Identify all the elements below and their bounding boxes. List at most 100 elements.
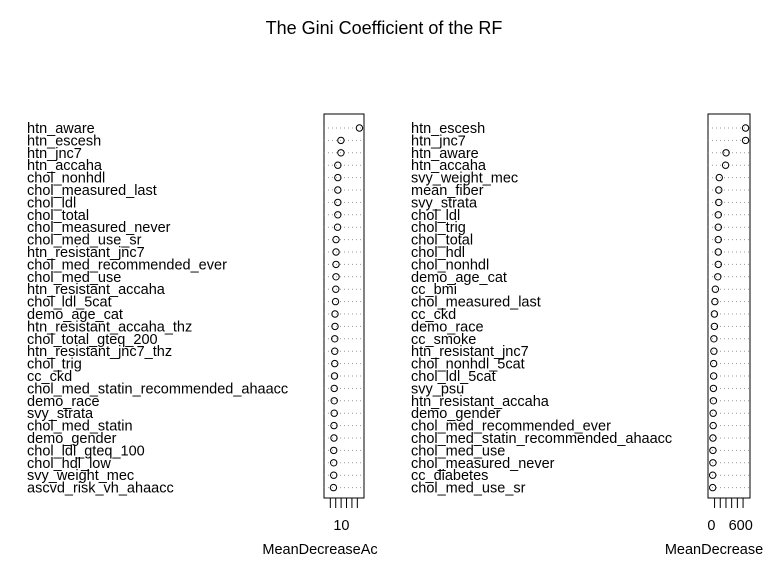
data-point (329, 483, 338, 492)
category-label: htn_resistant_jnc7 (27, 245, 145, 261)
data-point (332, 248, 340, 256)
data-point (714, 223, 722, 231)
data-point (331, 310, 339, 318)
data-point (714, 273, 722, 281)
data-point (715, 186, 723, 194)
category-label: chol_med_use_sr (27, 233, 142, 249)
data-point (709, 459, 717, 467)
data-point (714, 235, 722, 244)
category-label: demo_race (411, 319, 484, 335)
category-label: chol_med_recommended_ever (411, 419, 611, 435)
x-axis-label: MeanDecreaseAc (262, 542, 377, 558)
category-label: chol_measured_last (411, 295, 541, 311)
category-label: svy_weight_mec (411, 171, 518, 187)
chart-title: The Gini Coefficient of the RF (266, 18, 503, 38)
category-label: htn_resistant_jnc7_thz (27, 344, 172, 360)
category-label: chol_nonhdl (27, 171, 105, 187)
data-point (709, 384, 718, 393)
data-point (710, 335, 718, 343)
data-point (334, 186, 342, 194)
data-point (710, 322, 719, 331)
category-label: chol_hdl_low (27, 456, 111, 472)
data-point (709, 409, 717, 417)
data-point (330, 372, 339, 380)
category-label: chol_measured_never (411, 456, 555, 472)
data-point (331, 335, 339, 343)
data-point (331, 322, 339, 331)
data-point (709, 421, 717, 430)
data-point (334, 198, 342, 207)
data-point (330, 446, 338, 455)
category-label: chol_nonhdl (411, 257, 489, 273)
category-label: htn_resistant_jnc7 (411, 344, 529, 360)
category-label: ascvd_risk_vh_ahaacc (27, 481, 174, 497)
data-point (711, 285, 720, 293)
data-point (332, 235, 340, 244)
category-label: htn_resistant_accaha (27, 282, 166, 298)
category-label: htn_jnc7 (27, 146, 82, 162)
data-point (333, 223, 342, 231)
data-point (330, 421, 338, 430)
data-point (330, 397, 338, 405)
data-point (709, 434, 717, 442)
plot-frame (707, 113, 751, 499)
data-point (334, 211, 342, 219)
category-label: htn_accaha (27, 158, 103, 174)
category-label: htn_escesh (27, 133, 101, 149)
data-point (337, 136, 345, 145)
category-label: chol_ldl_5cat (27, 295, 112, 311)
plot-frame (323, 113, 365, 499)
category-label: chol_total (27, 208, 89, 224)
tick-label: 0 (707, 518, 715, 534)
category-label: mean_fiber (411, 183, 484, 199)
data-point (715, 173, 723, 182)
category-label: cc_smoke (411, 332, 476, 348)
data-point (722, 149, 730, 157)
category-label: chol_trig (411, 220, 466, 236)
data-point (711, 297, 719, 306)
category-label: cc_diabetes (411, 468, 488, 484)
category-label: svy_strata (411, 195, 478, 211)
tick-label: 600 (729, 518, 753, 534)
category-label: chol_med_use_sr (411, 481, 526, 497)
category-label: chol_ldl (27, 195, 76, 211)
panel-accuracy: htn_awarehtn_esceshhtn_jnc7htn_accahacho… (27, 113, 378, 558)
category-label: cc_ckd (411, 307, 456, 323)
data-point (330, 384, 338, 393)
data-point (715, 198, 723, 207)
category-label: chol_med_use (27, 270, 121, 286)
data-point (334, 161, 342, 169)
data-point (709, 372, 718, 380)
category-label: cc_bmi (411, 282, 457, 298)
category-label: chol_ldl_5cat (411, 369, 496, 385)
data-point (708, 483, 717, 492)
category-label: chol_med_use (411, 443, 505, 459)
category-label: chol_nonhdl_5cat (411, 357, 525, 373)
x-axis-label: MeanDecrease (665, 542, 763, 558)
data-point (330, 471, 338, 479)
category-label: htn_accaha (411, 158, 487, 174)
data-point (709, 446, 717, 455)
data-point (709, 359, 718, 368)
category-label: chol_med_statin_recommended_ahaacc (411, 431, 672, 447)
data-point (714, 248, 722, 256)
data-point (710, 310, 719, 318)
data-point (332, 285, 340, 293)
category-label: chol_measured_last (27, 183, 157, 199)
category-label: htn_aware (411, 146, 479, 162)
data-point (330, 434, 338, 442)
category-label: htn_escesh (411, 121, 485, 137)
category-label: chol_total (411, 233, 473, 249)
category-label: chol_hdl (411, 245, 465, 261)
category-label: demo_age_cat (27, 307, 123, 323)
category-label: svy_weight_mec (27, 468, 134, 484)
category-label: demo_gender (27, 431, 117, 447)
category-label: demo_age_cat (411, 270, 507, 286)
data-point (714, 260, 722, 269)
data-point (331, 347, 339, 355)
data-point (721, 161, 730, 169)
category-label: chol_total_gteq_200 (27, 332, 158, 348)
data-point (334, 173, 342, 182)
data-point (337, 149, 345, 157)
